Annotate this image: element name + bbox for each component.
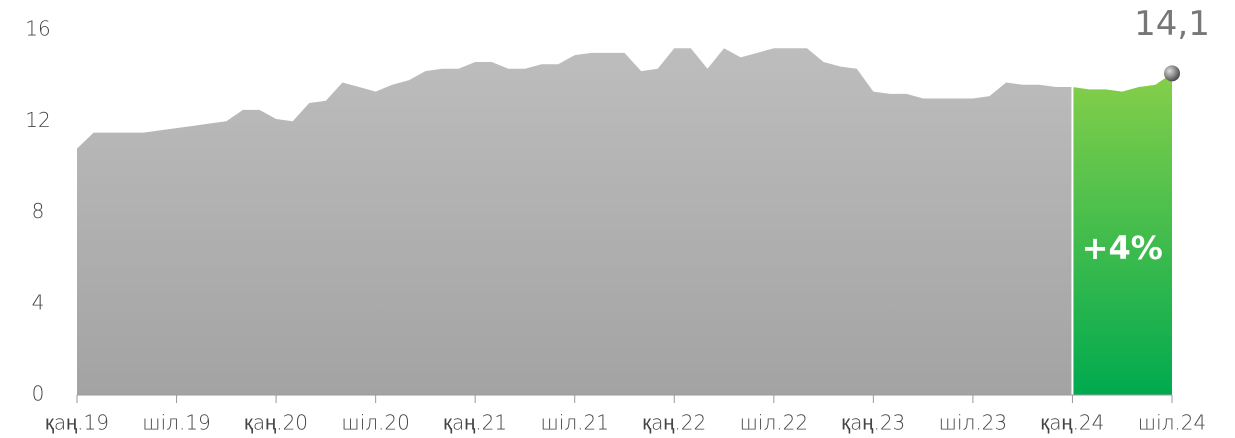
y-tick-label: 8 bbox=[32, 199, 45, 223]
area bbox=[1072, 73, 1172, 395]
y-tick-label: 0 bbox=[32, 382, 45, 406]
x-tick-label: шіл.23 bbox=[939, 411, 1007, 435]
x-tick-label: шіл.19 bbox=[142, 411, 210, 435]
y-tick-label: 4 bbox=[32, 290, 45, 314]
y-tick-label: 16 bbox=[25, 17, 50, 41]
x-tick-label: шіл.24 bbox=[1138, 411, 1206, 435]
x-tick-label: қаң.19 bbox=[45, 411, 109, 435]
area bbox=[77, 48, 1073, 395]
x-tick-label: шіл.20 bbox=[341, 411, 409, 435]
x-tick-label: қаң.22 bbox=[642, 411, 706, 435]
x-tick-label: шіл.21 bbox=[540, 411, 608, 435]
x-tick-label: қаң.20 bbox=[244, 411, 308, 435]
x-tick-label: қаң.23 bbox=[841, 411, 905, 435]
x-tick-label: қаң.21 bbox=[443, 411, 507, 435]
end-marker bbox=[1164, 65, 1180, 82]
value-label: 14,1 bbox=[1134, 4, 1210, 44]
x-tick-label: шіл.22 bbox=[740, 411, 808, 435]
x-tick-label: қаң.24 bbox=[1041, 411, 1105, 435]
annotation: +4% bbox=[1082, 229, 1163, 267]
y-tick-label: 12 bbox=[25, 108, 50, 132]
